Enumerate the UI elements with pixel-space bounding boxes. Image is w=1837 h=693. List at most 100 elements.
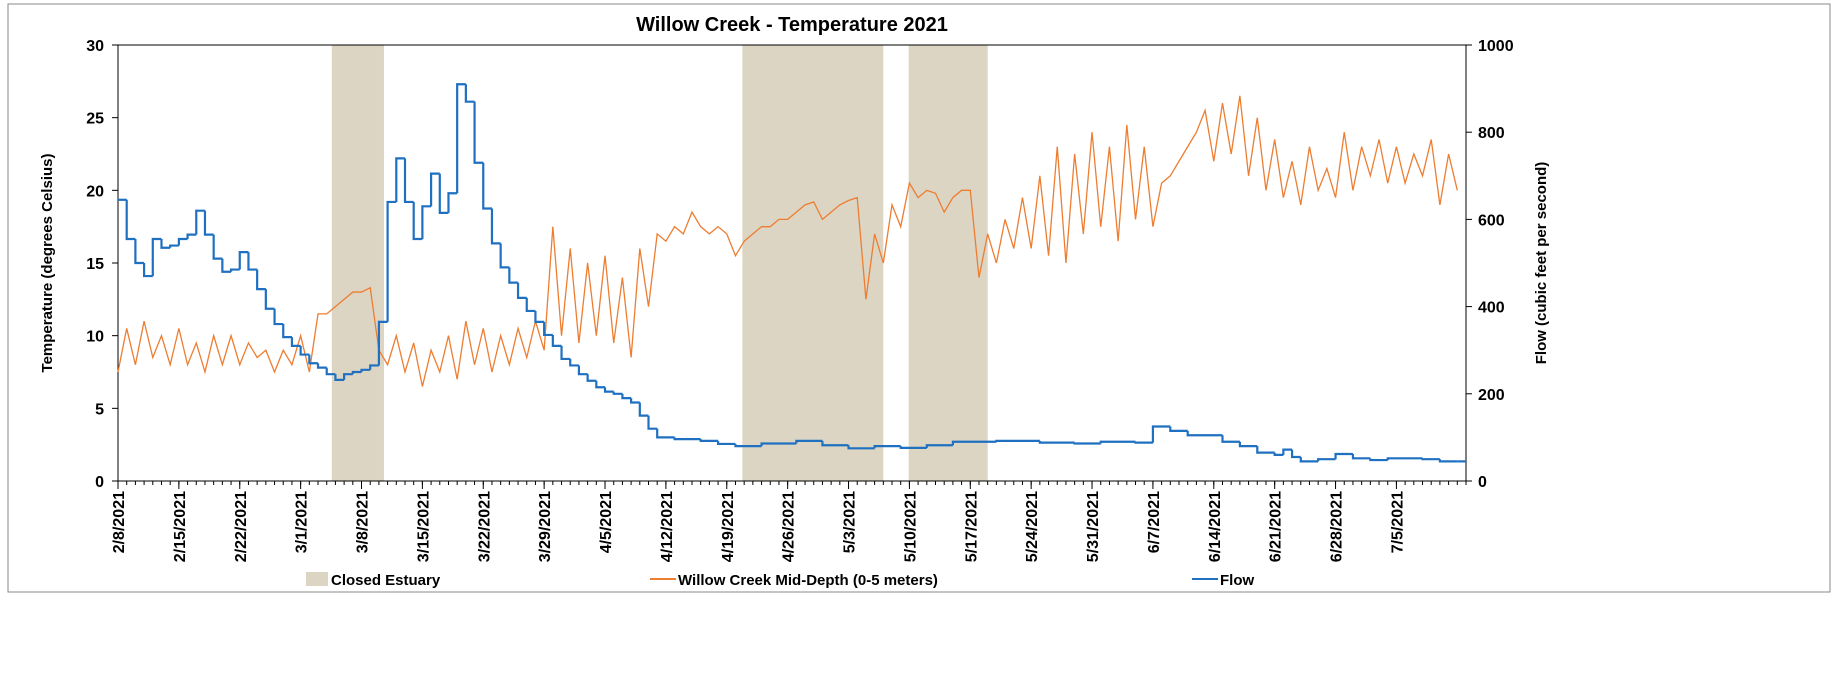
- x-tick-label: 5/24/2021: [1024, 491, 1041, 562]
- flow-step: [551, 334, 562, 347]
- y-tick-label: 5: [95, 401, 104, 418]
- flow-step: [1386, 457, 1423, 461]
- y2-tick-label: 600: [1478, 212, 1505, 229]
- flow-step: [151, 237, 162, 277]
- flow-step: [586, 374, 597, 382]
- x-tick-label: 4/5/2021: [598, 491, 615, 553]
- flow-step: [160, 239, 171, 249]
- flow-step: [473, 101, 484, 164]
- temperature-line: [117, 95, 1458, 387]
- flow-step: [673, 437, 701, 441]
- flow-step: [1290, 449, 1301, 459]
- flow-step: [421, 205, 432, 240]
- flow-step: [343, 373, 353, 380]
- x-tick-label: 6/21/2021: [1268, 491, 1285, 562]
- flow-step: [447, 192, 458, 213]
- x-tick-label: 2/15/2021: [172, 491, 189, 562]
- flow-step: [656, 428, 675, 439]
- x-tick-label: 7/5/2021: [1389, 491, 1406, 553]
- flow-step: [1317, 458, 1336, 462]
- flow-step: [1073, 442, 1101, 445]
- legend-label: Willow Creek Mid-Depth (0-5 meters): [678, 572, 938, 589]
- flow-step: [847, 445, 875, 450]
- flow-step: [734, 443, 762, 448]
- flow-step: [125, 199, 136, 241]
- x-tick-label: 4/19/2021: [720, 491, 737, 562]
- flow-step: [360, 368, 371, 372]
- flow-step: [1221, 435, 1240, 443]
- flow-step: [760, 442, 797, 447]
- y-tick-label: 30: [86, 38, 104, 55]
- flow-step: [1299, 457, 1319, 463]
- y-tick-label: 10: [86, 329, 104, 346]
- y2-tick-label: 800: [1478, 125, 1505, 142]
- flow-step: [299, 345, 310, 356]
- y-axis-label: Temperature (degrees Celsius): [39, 154, 56, 373]
- flow-step: [334, 374, 345, 381]
- flow-step: [134, 239, 145, 265]
- x-tick-label: 6/7/2021: [1146, 491, 1163, 553]
- flow-step: [429, 172, 440, 207]
- flow-step: [386, 200, 397, 322]
- flow-step: [1099, 440, 1136, 444]
- flow-step: [638, 402, 649, 417]
- flow-step: [560, 345, 571, 361]
- flow-step: [308, 354, 319, 365]
- flow-step: [543, 321, 553, 337]
- flow-step: [1369, 458, 1388, 462]
- flow-step: [438, 173, 449, 214]
- y2-tick-label: 1000: [1478, 38, 1514, 55]
- legend-label: Closed Estuary: [331, 572, 441, 589]
- flow-step: [1038, 440, 1075, 444]
- x-tick-label: 5/17/2021: [963, 491, 980, 562]
- flow-step: [603, 387, 614, 393]
- flow-step: [534, 310, 545, 323]
- flow-step: [273, 308, 284, 326]
- flow-step: [569, 358, 579, 367]
- flow-step: [247, 252, 258, 271]
- flow-step: [195, 209, 205, 235]
- flow-step: [490, 208, 501, 245]
- flow-step: [612, 391, 623, 395]
- x-tick-label: 2/8/2021: [111, 491, 128, 553]
- flow-step: [238, 251, 249, 270]
- flow-step: [821, 440, 849, 447]
- flow-step: [290, 337, 301, 347]
- x-tick-label: 2/22/2021: [233, 491, 250, 562]
- y2-axis-label: Flow (cubic feet per second): [1533, 162, 1550, 365]
- flow-step: [525, 297, 536, 313]
- flow-step: [169, 244, 179, 248]
- flow-step: [464, 84, 475, 103]
- flow-step: [1134, 441, 1153, 444]
- legend-swatch: [306, 572, 328, 586]
- flow-step: [630, 398, 640, 404]
- flow-step: [351, 370, 362, 375]
- flow-step: [1151, 425, 1171, 443]
- flow-step: [142, 263, 153, 278]
- x-tick-label: 4/12/2021: [659, 491, 676, 562]
- flow-step: [516, 282, 527, 299]
- flow-step: [1438, 459, 1458, 463]
- x-tick-label: 5/10/2021: [902, 491, 919, 562]
- x-tick-label: 5/3/2021: [842, 491, 859, 553]
- flow-step: [795, 439, 823, 444]
- flow-step: [951, 440, 997, 446]
- legend-label: Flow: [1220, 572, 1254, 589]
- flow-step: [177, 237, 188, 246]
- flow-step: [377, 320, 388, 366]
- chart-title: Willow Creek - Temperature 2021: [636, 14, 948, 36]
- flow-step: [1169, 426, 1188, 432]
- flow-step: [716, 440, 736, 446]
- flow-step: [403, 158, 414, 204]
- flow-step: [1421, 458, 1440, 461]
- x-tick-label: 6/14/2021: [1207, 491, 1224, 562]
- y2-tick-label: 400: [1478, 300, 1505, 317]
- flow-step: [647, 415, 658, 430]
- x-tick-label: 3/1/2021: [294, 491, 311, 553]
- shaded-span: [742, 45, 884, 481]
- flow-step: [873, 445, 901, 449]
- y-tick-label: 20: [86, 183, 104, 200]
- y2-tick-label: 0: [1478, 474, 1487, 491]
- flow-step: [1238, 441, 1258, 448]
- shaded-span: [331, 45, 384, 481]
